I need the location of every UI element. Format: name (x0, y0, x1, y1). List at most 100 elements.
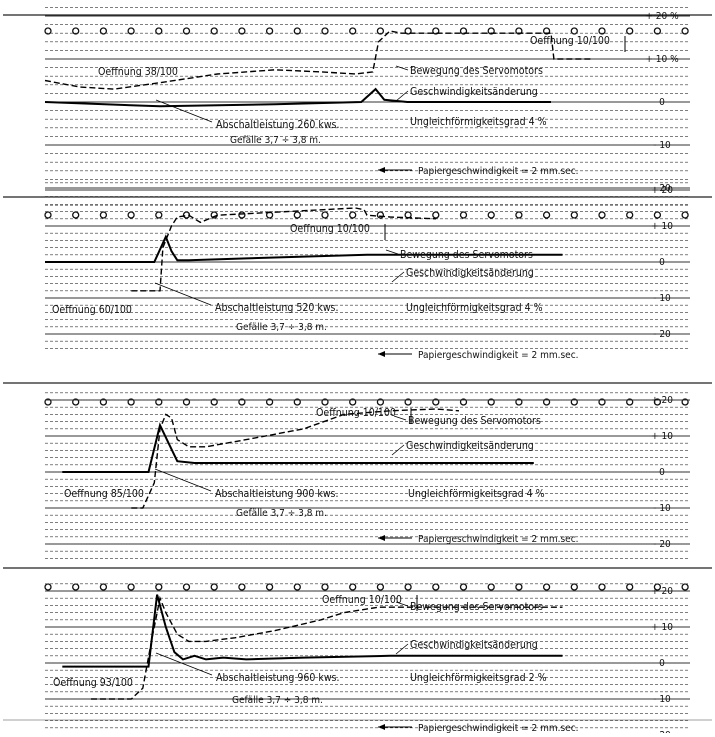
scale-tick-label: - 20 (653, 539, 671, 550)
servo-label: Bewegung des Servomotors (410, 601, 543, 613)
scale-tick-label: + 20 % (645, 11, 679, 22)
sprocket-hole (598, 211, 606, 219)
sprocket-hole (570, 583, 578, 591)
scale-tick-label: + 10 (651, 221, 673, 232)
sprocket-hole (515, 211, 523, 219)
strip-panel-2: + 20 + 10 0 - 10 - 20 Oeffnung 60/100 Oeffnung… (3, 182, 712, 361)
sprocket-hole (376, 27, 385, 35)
sprocket-hole (238, 27, 246, 35)
load-label: Abschaltleistung 900 kws. (215, 488, 338, 500)
head-label: Gefälle 3,7 ÷ 3,8 m. (232, 695, 323, 706)
sprocket-hole (681, 583, 689, 591)
leader-line (391, 271, 405, 283)
sprocket-hole (155, 583, 163, 591)
sprocket-hole (487, 211, 495, 219)
sprocket-hole (432, 27, 440, 35)
leader-line (154, 468, 212, 492)
sprocket-hole (459, 398, 468, 406)
opening-final-label: Oeffnung 10/100 (530, 35, 610, 47)
scale-tick-label: - 10 (653, 694, 671, 705)
speed-trace (44, 87, 551, 108)
sprocket-hole (182, 27, 191, 35)
sprocket-hole (487, 27, 495, 35)
speed-trace (62, 594, 563, 668)
speed-label: Geschwindigkeitsänderung (406, 267, 534, 279)
sprocket-hole (293, 398, 301, 406)
sprocket-hole (349, 583, 357, 591)
head-label: Gefälle 3,7 ÷ 3,8 m. (230, 135, 321, 146)
head-label: Gefälle 3,7 ÷ 3,8 m. (236, 322, 327, 333)
sprocket-hole (349, 27, 357, 35)
sprocket-hole (681, 211, 689, 219)
sprocket-hole (432, 211, 440, 219)
sprocket-hole (487, 583, 495, 591)
sprocket-hole (542, 398, 551, 406)
opening-final-label: Oeffnung 10/100 (290, 223, 370, 235)
sprocket-hole (681, 27, 689, 35)
irregularity-label: Ungleichförmigkeitsgrad 4 % (406, 302, 543, 314)
sprocket-hole (487, 398, 495, 406)
sprocket-hole (626, 211, 634, 219)
sprocket-hole (321, 398, 329, 406)
sprocket-hole (626, 583, 634, 591)
sprocket-hole (598, 583, 606, 591)
scale-tick-label: - 20 (653, 183, 671, 194)
sprocket-hole (99, 398, 108, 406)
load-label: Abschaltleistung 260 kws. (216, 119, 339, 131)
leader-line (395, 601, 409, 607)
sprocket-hole (570, 27, 578, 35)
sprocket-hole (459, 27, 468, 35)
leader-line (385, 249, 399, 255)
sprocket-hole (626, 398, 634, 406)
sprocket-hole (72, 583, 80, 591)
load-label: Abschaltleistung 960 kws. (216, 672, 339, 684)
sprocket-hole (72, 211, 80, 219)
speed-label: Geschwindigkeitsänderung (410, 639, 538, 651)
sprocket-hole (293, 27, 301, 35)
scale-tick-label: + 10 (651, 431, 673, 442)
scale-tick-label: 0 (659, 97, 665, 108)
paper-speed-label: Papiergeschwindigkeit = 2 mm.sec. (418, 350, 579, 361)
sprocket-hole (376, 583, 385, 591)
scale-tick-label: 0 (659, 257, 665, 268)
sprocket-hole (99, 27, 108, 35)
load-label: Abschaltleistung 520 kws. (215, 302, 338, 314)
sprocket-hole (44, 211, 52, 219)
sprocket-hole (293, 211, 301, 219)
sprocket-hole (542, 27, 551, 35)
leader-line (155, 652, 213, 676)
sprocket-hole (44, 398, 52, 406)
servo-label: Bewegung des Servomotors (410, 65, 543, 77)
strip-panel-1: + 20 % + 10 % 0 - 10 - 20 Oeffnung 38/100 Oeff… (3, 7, 712, 206)
leader-line (393, 415, 407, 421)
opening-initial-label: Oeffnung 38/100 (98, 66, 178, 78)
irregularity-label: Ungleichförmigkeitsgrad 4 % (410, 116, 547, 128)
leader-line (391, 444, 405, 456)
sprocket-hole (570, 398, 578, 406)
sprocket-hole (238, 583, 246, 591)
sprocket-hole (626, 27, 634, 35)
sprocket-hole (349, 211, 357, 219)
sprocket-hole (542, 583, 551, 591)
scale-tick-label: 0 (659, 467, 665, 478)
sprocket-hole (265, 583, 274, 591)
scale-tick-label: + 20 (651, 185, 673, 196)
sprocket-hole (432, 398, 440, 406)
sprocket-hole (515, 27, 523, 35)
sprocket-hole (210, 27, 218, 35)
scale-tick-label: - 10 (653, 503, 671, 514)
servo-label: Bewegung des Servomotors (408, 415, 541, 427)
paper-speed-arrowhead (378, 167, 385, 173)
sprocket-hole (155, 27, 163, 35)
opening-initial-label: Oeffnung 60/100 (52, 304, 132, 316)
leader-line (395, 90, 409, 102)
sprocket-hole (44, 583, 52, 591)
sprocket-hole (432, 583, 440, 591)
irregularity-label: Ungleichförmigkeitsgrad 4 % (408, 488, 545, 500)
sprocket-hole (542, 211, 551, 219)
scale-tick-label: + 20 (651, 395, 673, 406)
sprocket-hole (127, 27, 135, 35)
